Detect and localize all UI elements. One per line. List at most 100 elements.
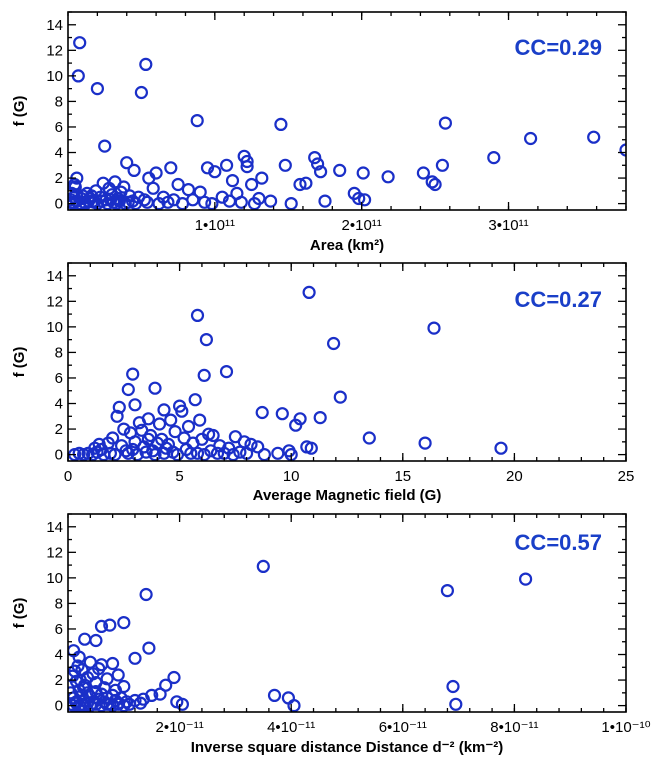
y-tick-label: 2	[55, 672, 63, 689]
y-axis-title: f (G)	[11, 347, 28, 378]
x-tick-label: 1•10⁻¹⁰	[601, 719, 650, 736]
data-point	[173, 399, 187, 413]
data-point	[205, 197, 219, 210]
y-tick-label: 8	[55, 595, 63, 612]
data-point	[152, 197, 166, 210]
data-point	[208, 165, 222, 179]
y-tick-label: 0	[55, 196, 63, 213]
data-point	[119, 444, 133, 458]
data-point	[92, 661, 106, 676]
data-point	[275, 407, 289, 421]
data-point	[146, 181, 160, 195]
data-point	[140, 195, 154, 209]
data-point	[215, 190, 229, 204]
data-point	[193, 413, 207, 427]
data-point	[197, 448, 211, 461]
data-point	[181, 419, 196, 434]
plot-frame	[67, 262, 627, 462]
data-point	[487, 151, 501, 165]
data-point	[197, 368, 211, 382]
y-tick-label: 8	[55, 93, 63, 110]
correlation-label: CC=0.29	[515, 35, 602, 60]
data-point	[188, 393, 202, 407]
scatter-panel-2: 0 2 4 6 8 10 12 14 0 5 10 15 20 25 Average Magnetic fi…	[11, 262, 634, 504]
data-point	[257, 448, 271, 461]
data-point	[139, 57, 153, 72]
data-point	[157, 403, 171, 417]
data-point	[72, 650, 86, 664]
data-point	[278, 158, 292, 172]
data-point	[148, 448, 162, 461]
data-point	[352, 191, 366, 206]
x-tick-label: 2•10⁻¹¹	[156, 719, 204, 736]
data-point	[219, 365, 234, 379]
data-point	[199, 333, 213, 347]
x-axis-title: Average Magnetic field (G)	[253, 487, 442, 504]
data-point	[133, 696, 148, 710]
data-point	[110, 409, 124, 423]
data-point	[117, 615, 131, 630]
data-point	[76, 681, 91, 695]
y-tick-label: 12	[46, 42, 63, 59]
data-point	[284, 197, 298, 210]
y-axis-title: f (G)	[11, 598, 28, 629]
y-tick-label: 14	[46, 519, 63, 536]
data-point	[281, 691, 295, 705]
data-point	[190, 308, 205, 322]
data-point	[117, 699, 131, 712]
y-tick-label: 2	[55, 170, 63, 187]
data-point	[164, 413, 178, 427]
y-tick-label: 10	[46, 319, 63, 336]
data-point	[111, 697, 125, 711]
data-point	[428, 177, 442, 192]
data-point	[210, 446, 225, 460]
data-point	[171, 177, 185, 192]
data-point	[134, 85, 148, 100]
data-point	[256, 559, 270, 574]
y-tick-label: 12	[46, 544, 63, 561]
data-point	[226, 448, 240, 461]
data-point	[139, 587, 153, 602]
data-point	[164, 161, 178, 175]
data-point	[240, 160, 254, 174]
data-point	[108, 448, 122, 461]
y-tick-label: 2	[55, 421, 63, 438]
data-point	[112, 194, 127, 208]
data-point	[255, 405, 269, 420]
data-point	[128, 398, 142, 412]
correlation-label: CC=0.57	[515, 530, 602, 555]
scatter-panel-3: 0 2 4 6 8 10 12 14 2•10⁻¹¹ 4•10⁻¹¹ 6•10⁻¹¹ 8•10⁻¹¹ 1…	[11, 513, 651, 756]
data-point	[333, 390, 347, 404]
data-point	[168, 425, 182, 439]
data-point	[356, 166, 370, 180]
y-tick-label: 10	[46, 68, 63, 85]
data-point	[358, 193, 372, 207]
data-point	[333, 163, 347, 177]
data-point	[587, 130, 601, 144]
data-point	[264, 194, 278, 208]
data-point	[313, 411, 327, 425]
data-point	[418, 436, 432, 450]
data-point	[518, 572, 533, 586]
data-point	[271, 446, 285, 460]
y-tick-label: 14	[46, 17, 63, 34]
data-points	[68, 36, 626, 210]
data-point	[111, 668, 125, 682]
x-tick-label: 6•10⁻¹¹	[379, 719, 427, 736]
data-point	[293, 412, 307, 426]
data-point	[304, 441, 318, 455]
data-point	[198, 195, 212, 209]
data-point	[274, 117, 288, 132]
data-point	[327, 336, 341, 351]
data-point	[245, 177, 259, 192]
y-tick-label: 8	[55, 344, 63, 361]
y-tick-label: 6	[55, 119, 63, 136]
data-point	[141, 412, 155, 426]
data-point	[494, 441, 508, 455]
y-tick-label: 0	[55, 447, 63, 464]
data-point	[120, 156, 134, 170]
data-point	[438, 116, 452, 130]
data-point	[69, 188, 83, 202]
data-point	[240, 154, 254, 169]
